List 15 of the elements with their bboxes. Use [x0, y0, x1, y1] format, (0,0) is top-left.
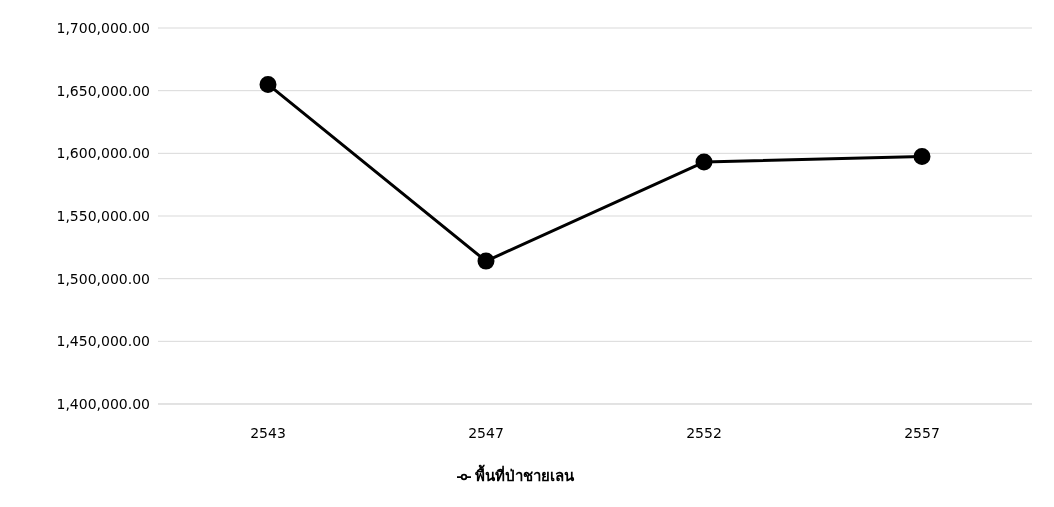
y-tick-label: 1,550,000.00 [56, 207, 150, 224]
y-tick-label: 1,500,000.00 [56, 270, 150, 287]
y-tick-label: 1,600,000.00 [56, 145, 150, 162]
y-tick-label: 1,650,000.00 [56, 82, 150, 99]
x-tick-label: 2552 [686, 424, 722, 441]
y-tick-label: 1,450,000.00 [56, 333, 150, 350]
point [259, 75, 277, 93]
point [695, 153, 713, 171]
point [477, 252, 495, 270]
y-tick-label: 1,700,000.00 [56, 19, 150, 36]
point [913, 147, 931, 165]
x-tick-label: 2547 [468, 424, 504, 441]
x-tick-label: 2543 [250, 424, 286, 441]
y-tick-label: 1,400,000.00 [56, 395, 150, 412]
x-tick-label: 2557 [904, 424, 940, 441]
